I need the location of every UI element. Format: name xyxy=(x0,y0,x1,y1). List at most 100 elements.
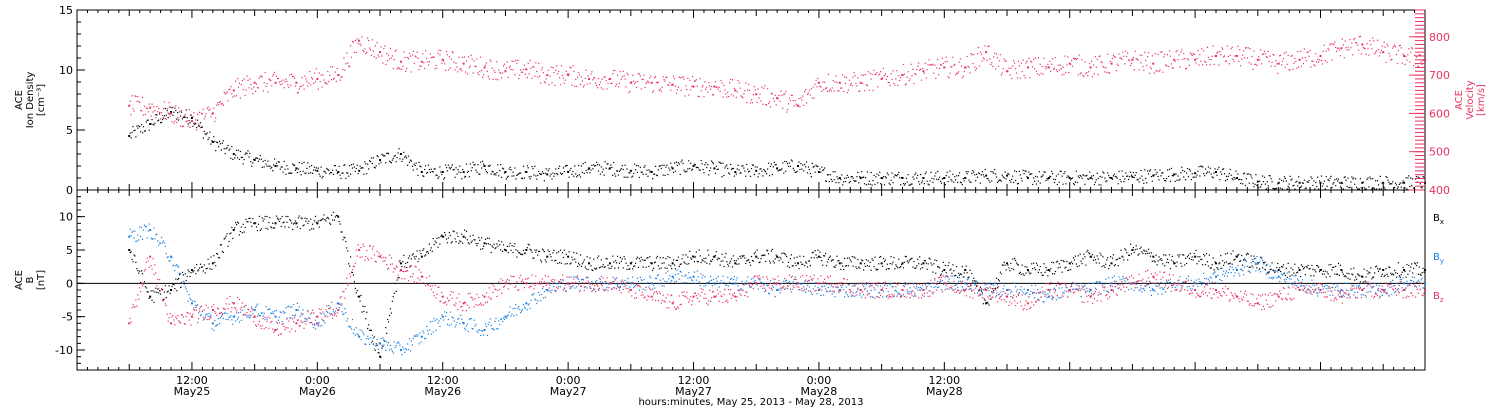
by-point xyxy=(734,282,736,284)
velocity-dot xyxy=(167,108,168,109)
bx-dot xyxy=(814,257,815,258)
ion-density-dot xyxy=(890,184,891,185)
bx-dot xyxy=(428,253,429,254)
velocity-dot xyxy=(1410,52,1411,53)
by-dot xyxy=(422,331,423,332)
ion-density-dot xyxy=(753,164,754,165)
bx-dot xyxy=(618,267,619,268)
ion-density-dot xyxy=(1290,176,1291,177)
ion-density-dot xyxy=(1339,182,1340,183)
bx-dot xyxy=(408,258,409,259)
ion-density-dot xyxy=(370,161,371,162)
by-dot xyxy=(525,308,526,309)
bx-dot xyxy=(404,266,405,267)
velocity-dot xyxy=(509,67,510,68)
bx-dot xyxy=(948,265,949,266)
bx-dot xyxy=(1195,250,1196,251)
bx-dot xyxy=(345,241,346,242)
bx-dot xyxy=(864,263,865,264)
velocity-dot xyxy=(1351,42,1352,43)
bx-dot xyxy=(625,263,626,264)
ion-density-dot xyxy=(556,173,557,174)
velocity-dot xyxy=(1019,65,1020,66)
bx-dot xyxy=(966,265,967,266)
by-dot xyxy=(335,310,336,311)
velocity-dot xyxy=(238,87,239,88)
by-point xyxy=(672,276,674,278)
by-dot xyxy=(926,288,927,289)
ion-density-dot xyxy=(1149,171,1150,172)
bx-dot xyxy=(313,228,314,229)
by-dot xyxy=(351,328,352,329)
velocity-dot xyxy=(1356,42,1357,43)
velocity-dot xyxy=(435,68,436,69)
bx-dot xyxy=(257,230,258,231)
bx-dot xyxy=(836,256,837,257)
ion-density-dot xyxy=(1100,176,1101,177)
velocity-dot xyxy=(556,65,557,66)
velocity-dot xyxy=(975,70,976,71)
velocity-dot xyxy=(1060,64,1061,65)
bx-dot xyxy=(542,248,543,249)
velocity-dot xyxy=(1267,57,1268,58)
bx-dot xyxy=(290,220,291,221)
by-dot xyxy=(474,326,475,327)
velocity-dot xyxy=(720,91,721,92)
bx-dot xyxy=(1360,281,1361,282)
ion-density-dot xyxy=(1384,187,1385,188)
by-dot xyxy=(776,284,777,285)
bx-dot xyxy=(887,264,888,265)
ion-density-dot xyxy=(1176,180,1177,181)
bx-dot xyxy=(1402,272,1403,273)
bx-dot xyxy=(979,289,980,290)
bx-dot xyxy=(349,266,350,267)
ion-density-dot xyxy=(668,167,669,168)
velocity-dot xyxy=(449,56,450,57)
ion-density-dot xyxy=(130,133,131,134)
bx-dot xyxy=(794,257,795,258)
bx-dot xyxy=(873,266,874,267)
bx-dot xyxy=(683,261,684,262)
bx-dot xyxy=(500,249,501,250)
bx-point xyxy=(1131,249,1133,251)
bx-dot xyxy=(809,260,810,261)
velocity-dot xyxy=(809,90,810,91)
velocity-dot xyxy=(1353,39,1354,40)
bx-dot xyxy=(284,226,285,227)
velocity-dot xyxy=(924,73,925,74)
bx-dot xyxy=(691,259,692,260)
by-dot xyxy=(896,291,897,292)
bx-dot xyxy=(597,257,598,258)
bx-dot xyxy=(727,264,728,265)
velocity-dot xyxy=(286,81,287,82)
ion-density-dot xyxy=(1279,178,1280,179)
bx-dot xyxy=(779,257,780,258)
bx-dot xyxy=(1319,271,1320,272)
velocity-dot xyxy=(1126,56,1127,57)
velocity-dot xyxy=(1423,60,1424,61)
velocity-dot xyxy=(768,103,769,104)
by-dot xyxy=(734,276,735,277)
ion-density-dot xyxy=(497,164,498,165)
bx-dot xyxy=(525,252,526,253)
bx-dot xyxy=(725,253,726,254)
velocity-point xyxy=(149,107,151,109)
velocity-dot xyxy=(1121,59,1122,60)
velocity-dot xyxy=(1327,62,1328,63)
bx-dot xyxy=(502,251,503,252)
bx-dot xyxy=(854,257,855,258)
ion-density-dot xyxy=(645,174,646,175)
ion-density-dot xyxy=(713,163,714,164)
bx-dot xyxy=(1307,267,1308,268)
ion-density-dot xyxy=(440,171,441,172)
velocity-dot xyxy=(636,87,637,88)
ion-density-dot xyxy=(733,168,734,169)
ion-density-dot xyxy=(137,128,138,129)
ion-density-dot xyxy=(285,174,286,175)
ion-density-dot xyxy=(485,169,486,170)
ion-density-dot xyxy=(1314,188,1315,189)
ion-density-dot xyxy=(302,171,303,172)
bx-dot xyxy=(533,258,534,259)
bx-dot xyxy=(626,269,627,270)
ion-density-dot xyxy=(530,178,531,179)
